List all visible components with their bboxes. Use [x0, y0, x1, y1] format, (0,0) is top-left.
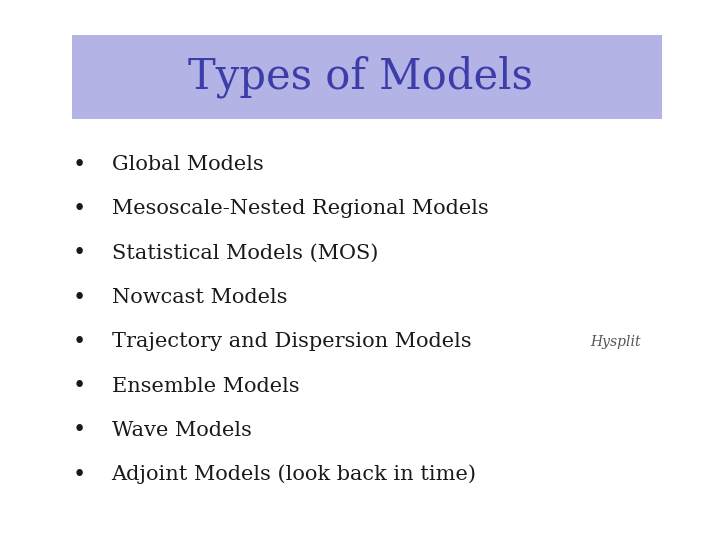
Text: Mesoscale-Nested Regional Models: Mesoscale-Nested Regional Models: [112, 199, 488, 219]
Text: •: •: [73, 242, 86, 264]
Text: Trajectory and Dispersion Models: Trajectory and Dispersion Models: [112, 332, 478, 352]
Text: Nowcast Models: Nowcast Models: [112, 288, 287, 307]
Bar: [72, 35, 662, 119]
Text: •: •: [73, 375, 86, 397]
Text: •: •: [73, 331, 86, 353]
Text: Hysplit: Hysplit: [590, 335, 641, 349]
Text: Ensemble Models: Ensemble Models: [112, 376, 300, 396]
Text: •: •: [73, 464, 86, 485]
Text: Adjoint Models (look back in time): Adjoint Models (look back in time): [112, 465, 477, 484]
Text: Wave Models: Wave Models: [112, 421, 251, 440]
Text: Global Models: Global Models: [112, 155, 264, 174]
Text: Types of Models: Types of Models: [188, 56, 532, 98]
Text: Statistical Models (MOS): Statistical Models (MOS): [112, 244, 378, 263]
Text: •: •: [73, 287, 86, 308]
Text: •: •: [73, 154, 86, 176]
Text: •: •: [73, 198, 86, 220]
Text: •: •: [73, 420, 86, 441]
